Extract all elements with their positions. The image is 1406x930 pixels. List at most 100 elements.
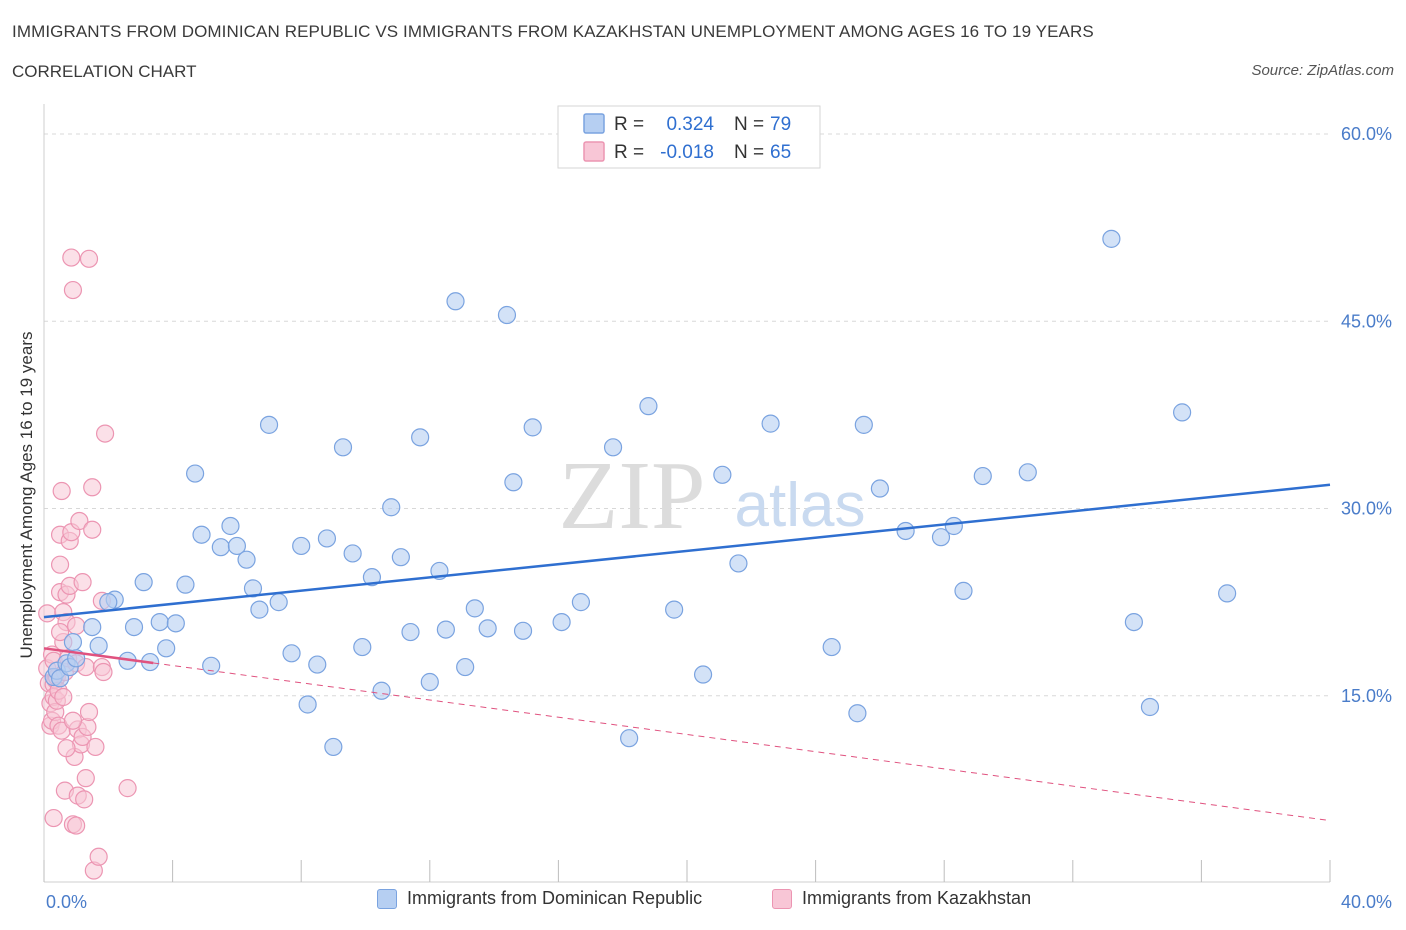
dominican-point <box>504 473 523 492</box>
dominican-point <box>822 637 841 657</box>
dominican-point <box>166 614 185 633</box>
watermark: ZIP atlas <box>559 442 866 550</box>
dominican-point <box>848 704 867 723</box>
dominican-point <box>1173 403 1192 422</box>
kazakhstan-point <box>50 555 70 574</box>
bottom-legend: Immigrants from Dominican Republic Immig… <box>0 888 1406 916</box>
stats-n-value-blue: 79 <box>770 114 791 135</box>
kazakhstan-point <box>75 790 94 809</box>
dominican-point <box>317 529 337 548</box>
trend-lines <box>43 483 1331 822</box>
stats-r-label-blue: R = <box>614 114 644 135</box>
dominican-point <box>1124 612 1143 632</box>
kazakhstan-point <box>57 739 76 758</box>
kazakhstan-point <box>63 280 83 300</box>
kazakhstan-points <box>38 248 137 880</box>
dominican-point <box>436 620 455 639</box>
dominican-point <box>343 544 362 563</box>
dominican-point <box>1140 697 1160 717</box>
dominican-point <box>870 479 890 498</box>
dominican-point <box>176 575 195 594</box>
dominican-point <box>292 536 311 556</box>
dominican-point <box>186 464 205 483</box>
kazakhstan-point <box>63 711 83 730</box>
dominican-point <box>713 465 732 484</box>
dominican-point <box>134 573 153 592</box>
dominican-point <box>571 593 591 612</box>
kazakhstan-point <box>70 511 89 531</box>
dominican-point <box>250 600 269 619</box>
grid-lines <box>44 133 1330 697</box>
dominican-point <box>1018 463 1037 482</box>
stats-r-label-pink: R = <box>614 142 644 163</box>
stats-swatch-pink <box>583 141 605 162</box>
dominican-point <box>497 305 517 325</box>
kazakhstan-point <box>83 478 102 497</box>
dominican-point <box>192 525 211 544</box>
kazakhstan-point <box>67 616 86 635</box>
dominican-point <box>237 550 256 569</box>
dominican-point <box>552 612 571 632</box>
kazakhstan-point <box>54 687 73 707</box>
dominican-point <box>954 581 973 600</box>
kazakhstan-point <box>38 604 57 623</box>
legend-label-dominican: Immigrants from Dominican Republic <box>407 888 703 908</box>
kazakhstan-point <box>52 481 71 501</box>
dominican-point <box>411 428 430 447</box>
dominican-point <box>513 621 533 640</box>
y-tick-label-60: 60.0% <box>1341 124 1392 144</box>
dominican-point <box>269 593 288 612</box>
dominican-point <box>420 672 439 692</box>
y-axis-label: Unemployment Among Ages 16 to 19 years <box>17 332 36 659</box>
kazakhstan-point <box>89 847 108 866</box>
chart-subtitle: CORRELATION CHART <box>12 62 197 81</box>
dominican-point <box>391 548 410 567</box>
dominican-point <box>761 414 780 433</box>
dominican-point <box>1102 229 1121 248</box>
axes <box>43 104 1331 883</box>
legend-item-kazakhstan[interactable]: Immigrants from Kazakhstan <box>772 888 1031 909</box>
stats-n-value-pink: 65 <box>770 142 791 163</box>
dominican-point <box>931 528 951 547</box>
kazakhstan-point <box>50 622 70 642</box>
dominican-point <box>973 466 992 486</box>
dominican-point <box>63 632 83 652</box>
dominican-point <box>202 656 221 675</box>
dominican-point <box>523 418 542 437</box>
kazakhstan-point <box>95 424 115 443</box>
dominican-point <box>401 622 420 642</box>
dominican-point <box>382 498 401 517</box>
dominican-point <box>603 438 623 457</box>
dominican-points <box>44 229 1237 757</box>
dominican-point <box>465 599 484 618</box>
stats-r-value-pink: -0.018 <box>660 142 714 163</box>
kazakhstan-point <box>118 779 137 798</box>
legend-label-kazakhstan: Immigrants from Kazakhstan <box>802 888 1032 908</box>
kazakhstan-point <box>86 737 105 757</box>
dominican-point <box>259 415 279 434</box>
dominican-point <box>446 292 465 311</box>
dominican-point <box>478 619 497 638</box>
y-tick-label-30: 30.0% <box>1341 499 1392 519</box>
stats-r-value-blue: 0.324 <box>666 114 714 135</box>
dominican-point <box>211 538 230 557</box>
kazakhstan-point <box>94 662 113 682</box>
kazakhstan-point <box>67 816 86 835</box>
watermark-atlas: atlas <box>735 471 866 540</box>
dominican-point <box>221 516 240 536</box>
dominican-point <box>944 516 963 536</box>
kazakhstan-point <box>62 248 81 267</box>
dominican-point <box>620 729 639 748</box>
dominican-point <box>99 593 118 612</box>
dominican-point <box>693 665 713 684</box>
tick-labels: 15.0% 30.0% 45.0% 60.0% 0.0% 40.0% <box>46 124 1392 912</box>
legend-item-dominican[interactable]: Immigrants from Dominican Republic <box>377 888 702 909</box>
kazakhstan-point <box>76 769 95 788</box>
stats-swatch-blue <box>583 113 605 134</box>
source-credit: Source: ZipAtlas.com <box>1251 62 1394 79</box>
kazakhstan-point <box>83 520 102 539</box>
kazakhstan-point <box>79 249 99 268</box>
legend-swatch-pink <box>772 888 792 909</box>
x-tick-label-max: 40.0% <box>1341 892 1392 912</box>
